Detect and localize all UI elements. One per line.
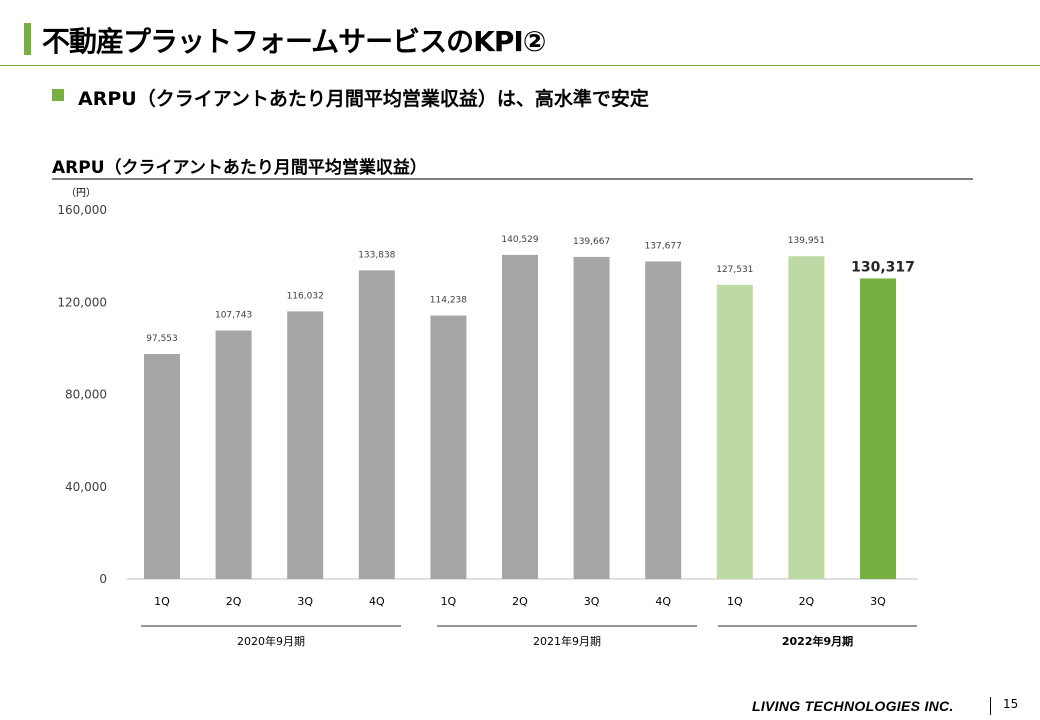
page-subtitle: ARPU（クライアントあたり月間平均営業収益）は、高水準で安定 — [78, 88, 649, 110]
y-tick-label: 160,000 — [57, 203, 107, 217]
group-label: 2022年9月期 — [782, 634, 853, 648]
bar — [645, 261, 682, 579]
y-tick-label: 40,000 — [65, 480, 107, 494]
x-tick-label: 3Q — [870, 595, 886, 608]
bar — [430, 315, 467, 579]
x-tick-label: 2Q — [512, 595, 528, 608]
title-accent-bar — [24, 23, 31, 55]
x-tick-label: 1Q — [727, 595, 743, 608]
bar — [860, 278, 896, 579]
bar — [215, 330, 252, 579]
page-title: 不動産プラットフォームサービスのKPI② — [42, 25, 547, 58]
y-tick-label: 80,000 — [65, 388, 107, 402]
title-divider — [0, 65, 1040, 66]
x-tick-label: 1Q — [154, 595, 170, 608]
data-label: 137,677 — [645, 241, 682, 251]
y-axis-unit: （円） — [66, 187, 96, 199]
y-tick-label: 0 — [99, 572, 107, 586]
bar — [573, 256, 610, 579]
x-tick-label: 4Q — [655, 595, 671, 608]
x-tick-label: 3Q — [297, 595, 313, 608]
data-label: 130,317 — [851, 259, 915, 275]
data-label: 97,553 — [146, 334, 178, 344]
footer-separator — [990, 697, 991, 715]
y-tick-label: 120,000 — [57, 295, 107, 309]
bar — [144, 354, 180, 579]
data-label: 107,743 — [215, 311, 252, 321]
x-tick-label: 1Q — [441, 595, 457, 608]
x-tick-label: 2Q — [226, 595, 242, 608]
chart-title: ARPU（クライアントあたり月間平均営業収益） — [52, 158, 427, 178]
group-label: 2020年9月期 — [237, 634, 305, 648]
bar — [358, 270, 395, 579]
x-tick-label: 3Q — [584, 595, 600, 608]
data-label: 140,529 — [501, 235, 538, 245]
group-label: 2021年9月期 — [533, 634, 601, 648]
bar — [287, 311, 324, 579]
x-tick-label: 2Q — [799, 595, 815, 608]
company-logo: LIVING TECHNOLOGIES INC. — [752, 698, 954, 714]
data-label: 139,951 — [788, 236, 825, 246]
data-label: 133,838 — [358, 250, 395, 260]
data-label: 116,032 — [287, 291, 324, 301]
bar — [502, 254, 538, 579]
chart-title-divider — [52, 178, 973, 180]
data-label: 114,238 — [430, 296, 467, 306]
data-label: 127,531 — [716, 265, 753, 275]
x-tick-label: 4Q — [369, 595, 385, 608]
bar — [716, 284, 753, 579]
data-label: 139,667 — [573, 237, 610, 247]
page-number: 15 — [1003, 697, 1019, 711]
bar — [788, 256, 825, 579]
bullet-square — [52, 89, 64, 101]
